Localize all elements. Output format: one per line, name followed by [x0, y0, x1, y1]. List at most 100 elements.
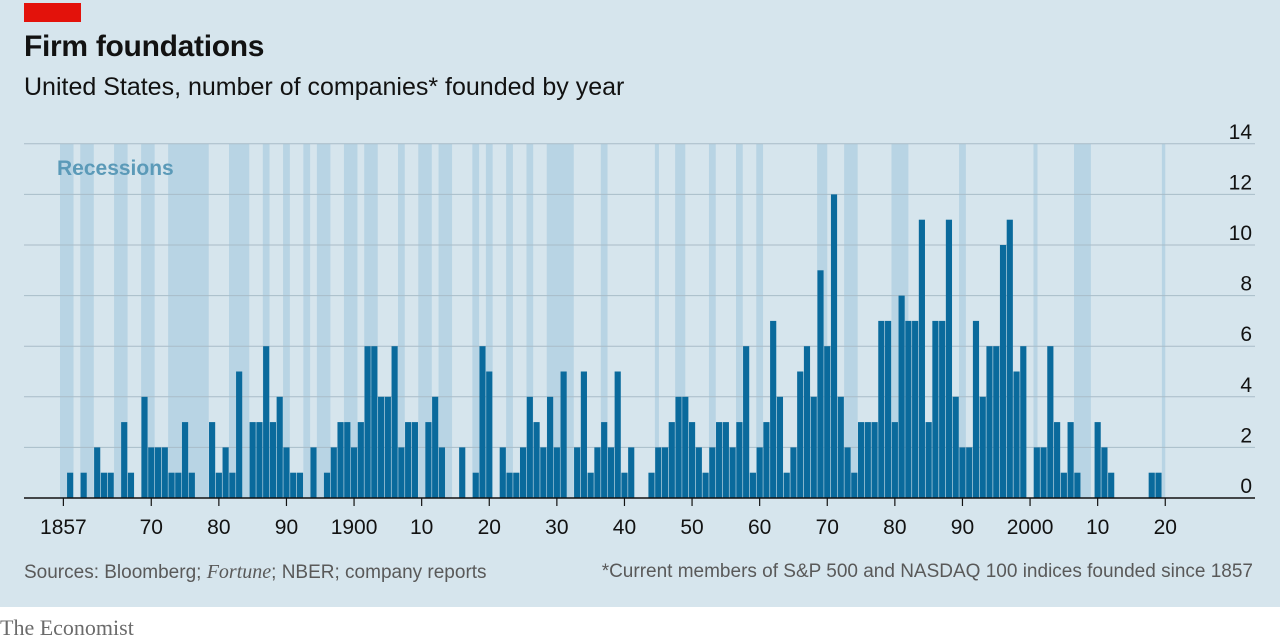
- bar: [776, 396, 784, 498]
- bar: [94, 447, 101, 498]
- bar: [837, 396, 844, 498]
- bar: [127, 472, 135, 498]
- bar: [296, 472, 304, 498]
- recession-band: [168, 143, 209, 499]
- recession-band: [60, 143, 74, 499]
- bar: [236, 371, 243, 498]
- bar: [188, 472, 195, 498]
- bar: [80, 472, 87, 498]
- bar: [209, 422, 216, 498]
- bar: [364, 346, 371, 498]
- x-tick-label: 20: [478, 516, 501, 539]
- recession-band: [654, 143, 659, 499]
- bar: [614, 371, 621, 498]
- bar: [851, 472, 858, 498]
- recession-band: [675, 143, 686, 499]
- y-tick-label: 10: [1229, 222, 1252, 245]
- bar: [952, 396, 959, 498]
- recession-band: [506, 143, 513, 499]
- bar: [479, 346, 486, 498]
- bar: [1094, 422, 1101, 498]
- recession-band: [303, 143, 311, 499]
- bar: [1155, 472, 1162, 498]
- bar: [580, 371, 587, 498]
- bar: [1148, 472, 1155, 498]
- bar: [148, 447, 155, 498]
- x-axis-ticks: 1857 70 80 90 1900 10 20 30 40 50 60 70 80 90 2000 10 20: [40, 498, 1177, 539]
- bar: [716, 422, 723, 498]
- bar: [141, 396, 148, 498]
- bar: [797, 371, 804, 498]
- recession-band: [343, 143, 358, 499]
- bar: [824, 346, 831, 498]
- bar: [783, 472, 790, 498]
- recession-band: [472, 143, 480, 499]
- y-tick-label: 0: [1240, 475, 1252, 498]
- bar: [979, 396, 986, 498]
- bar: [905, 320, 912, 498]
- recession-band: [418, 143, 432, 499]
- bar: [121, 422, 128, 498]
- recession-band: [114, 143, 128, 499]
- bar: [749, 472, 756, 498]
- x-tick-label: 90: [275, 516, 298, 539]
- bar: [1067, 422, 1074, 498]
- recession-shading: [60, 143, 1166, 499]
- y-axis-ticks: 0 2 4 6 8 10 12 14: [1229, 121, 1253, 498]
- bar: [1060, 472, 1067, 498]
- bar: [1040, 447, 1047, 498]
- bar: [763, 422, 770, 498]
- bar: [668, 422, 675, 498]
- recession-band: [844, 143, 858, 499]
- recession-band: [1033, 143, 1038, 499]
- bar: [553, 447, 560, 498]
- x-tick-label: 1900: [331, 516, 378, 539]
- bar: [891, 422, 898, 498]
- bar: [1074, 472, 1081, 498]
- bar: [628, 447, 635, 498]
- bar: [215, 472, 222, 498]
- bar: [621, 472, 628, 498]
- bar: [168, 472, 175, 498]
- bar: [959, 447, 966, 498]
- recession-band: [316, 143, 331, 499]
- bar: [344, 422, 351, 498]
- bar: [67, 472, 74, 498]
- bar: [587, 472, 594, 498]
- bar: [655, 447, 662, 498]
- bar: [519, 447, 527, 498]
- bar: [405, 422, 412, 498]
- bar: [986, 346, 993, 498]
- bar: [107, 472, 114, 498]
- bar: [702, 472, 709, 498]
- y-tick-label: 2: [1240, 424, 1252, 447]
- x-tick-label: 80: [883, 516, 906, 539]
- bar: [682, 396, 689, 498]
- bar: [100, 472, 108, 498]
- footnote: *Current members of S&P 500 and NASDAQ 1…: [601, 561, 1253, 582]
- recession-band: [485, 143, 493, 499]
- brand-red-tag: [24, 3, 81, 22]
- x-tick-label: 60: [748, 516, 771, 539]
- source-note: Sources: Bloomberg; Fortune; NBER; compa…: [24, 561, 487, 584]
- recession-band: [526, 143, 534, 499]
- bar: [547, 396, 554, 498]
- recession-band: [283, 143, 290, 499]
- bar: [269, 422, 277, 498]
- recession-band: [1074, 143, 1091, 499]
- x-tick-label: 50: [680, 516, 703, 539]
- bar: [391, 346, 398, 498]
- x-tick-label: 1857: [40, 516, 87, 539]
- bar: [350, 447, 358, 498]
- y-tick-label: 8: [1240, 273, 1252, 296]
- bar: [1047, 346, 1054, 498]
- bar: [601, 422, 608, 498]
- bar: [378, 396, 385, 498]
- bar: [898, 295, 905, 498]
- bar: [432, 396, 439, 498]
- bar: [966, 447, 973, 498]
- recessions-label: Recessions: [57, 157, 174, 180]
- bar: [594, 447, 601, 498]
- bar: [310, 447, 317, 498]
- bar: [810, 396, 817, 498]
